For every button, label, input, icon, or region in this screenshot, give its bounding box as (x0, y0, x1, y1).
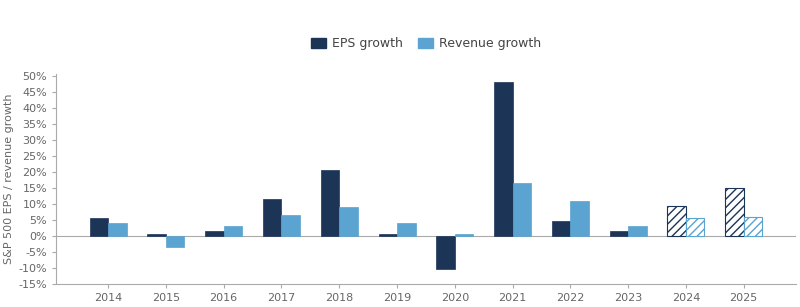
Bar (455, 234, 474, 236)
Bar (570, 201, 589, 236)
Bar (610, 231, 628, 236)
Bar (552, 221, 570, 236)
Bar (90, 218, 108, 236)
Bar (224, 226, 242, 236)
Bar (321, 170, 339, 236)
Bar (147, 234, 166, 236)
Bar (667, 205, 686, 236)
Bar (397, 223, 415, 236)
Bar (686, 218, 705, 236)
Y-axis label: S&P 500 EPS / revenue growth: S&P 500 EPS / revenue growth (4, 94, 14, 264)
Bar (108, 223, 126, 236)
Bar (378, 234, 397, 236)
Bar (513, 183, 531, 236)
Legend: EPS growth, Revenue growth: EPS growth, Revenue growth (308, 35, 544, 53)
Bar (282, 215, 300, 236)
Bar (166, 236, 184, 247)
Bar (726, 188, 744, 236)
Bar (263, 199, 282, 236)
Bar (494, 83, 513, 236)
Bar (628, 226, 646, 236)
Bar (339, 207, 358, 236)
Bar (744, 217, 762, 236)
Bar (205, 231, 224, 236)
Bar (436, 236, 455, 270)
